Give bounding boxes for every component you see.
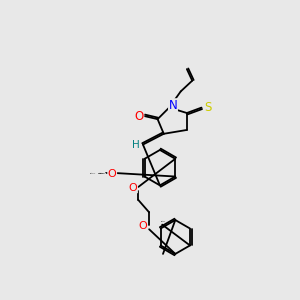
Text: methoxy: methoxy — [100, 173, 106, 175]
Text: methoxy: methoxy — [90, 173, 96, 175]
Text: O: O — [129, 183, 137, 193]
Text: S: S — [204, 101, 211, 114]
Text: N: N — [169, 99, 177, 112]
Text: O: O — [134, 110, 144, 123]
Text: methyl: methyl — [161, 220, 166, 222]
Text: H: H — [132, 140, 140, 150]
Text: O: O — [108, 169, 116, 179]
Text: O: O — [139, 221, 147, 231]
Text: methoxy: methoxy — [98, 173, 104, 175]
Text: methoxy: methoxy — [99, 173, 105, 175]
